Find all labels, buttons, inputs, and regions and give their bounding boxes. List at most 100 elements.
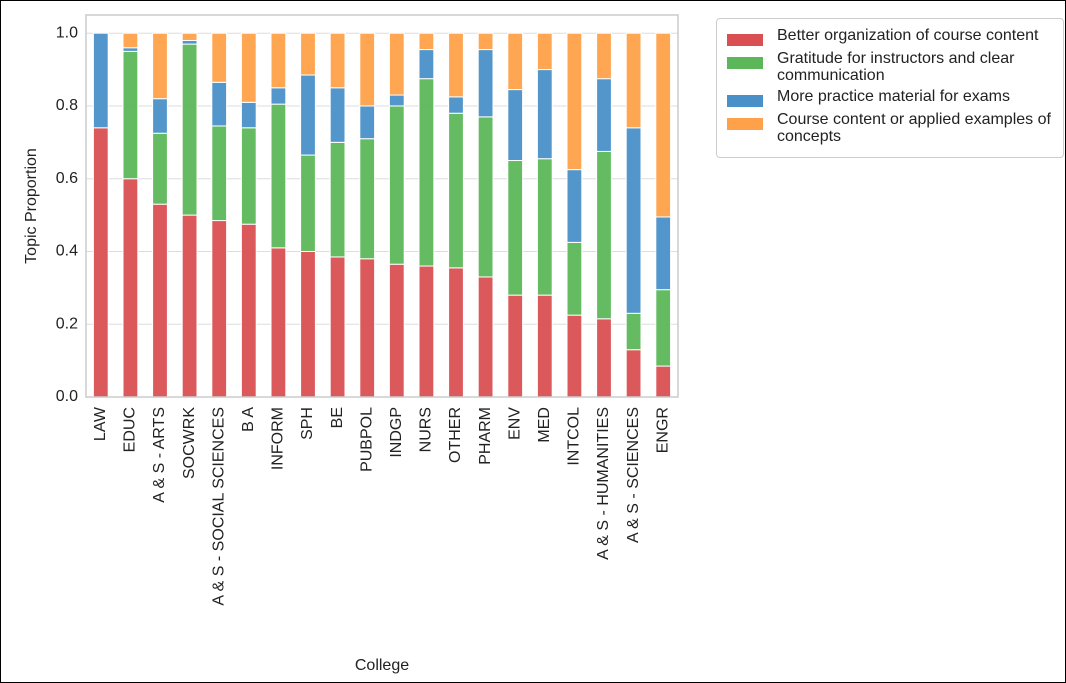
bar-segment: [507, 294, 524, 398]
x-tick-label: NURS: [418, 407, 435, 452]
x-tick-label: INDGP: [388, 407, 405, 458]
legend-item: More practice material for exams: [727, 88, 1053, 107]
bar-segment: [181, 32, 198, 41]
bar-segment: [536, 158, 553, 296]
bar-segment: [388, 105, 405, 265]
bar-segment: [122, 178, 139, 398]
legend-item: Course content or applied examples of co…: [727, 111, 1053, 145]
bar-segment: [388, 32, 405, 96]
bar-segment: [448, 267, 464, 398]
bar-segment: [152, 32, 168, 100]
bar-segment: [181, 214, 198, 398]
bar-segment: [152, 132, 168, 205]
bar-segment: [211, 32, 228, 83]
bar-segment: [418, 32, 435, 51]
x-tick-label: BE: [329, 407, 346, 428]
plot-frame: [85, 14, 679, 398]
legend-item: Better organization of course content: [727, 27, 1053, 46]
bar-segment: [625, 32, 642, 129]
x-tick-label: PUBPOL: [358, 407, 375, 472]
y-tick-label: 0.2: [56, 315, 78, 332]
x-tick-label: EDUC: [122, 407, 139, 452]
bar-segment: [300, 154, 316, 252]
bar-segment: [211, 220, 228, 398]
y-tick-label: 1.0: [56, 24, 78, 41]
bar-segment: [655, 216, 672, 291]
bar-segment: [329, 87, 346, 143]
bar-segment: [359, 258, 376, 398]
bar-segment: [211, 125, 228, 222]
bar-segment: [211, 81, 228, 127]
x-tick-label: OTHER: [447, 407, 464, 463]
x-tick-label: ENV: [506, 407, 523, 440]
bar-segment: [507, 160, 524, 296]
bar-segment: [181, 43, 198, 216]
x-tick-label: LAW: [92, 406, 109, 441]
bar-segment: [152, 98, 168, 134]
x-tick-label: A & S - SCIENCES: [625, 407, 642, 543]
bar-segment: [566, 169, 583, 243]
bar-segment: [448, 112, 464, 269]
x-tick-label: A & S - ARTS: [151, 407, 168, 503]
y-tick-label: 0.4: [56, 243, 78, 260]
bar-segment: [152, 203, 168, 398]
bar-segment: [359, 32, 376, 107]
bar-segment: [448, 32, 464, 98]
x-axis-label: College: [355, 657, 409, 674]
bar-segment: [388, 94, 405, 107]
bar-segment: [359, 105, 376, 140]
x-tick-label: SPH: [299, 407, 316, 440]
legend-swatch: [727, 95, 763, 107]
bar-segment: [655, 365, 672, 398]
bar-segment: [418, 78, 435, 267]
x-tick-label: MED: [536, 407, 553, 443]
bar-segment: [92, 32, 109, 129]
bar-segment: [270, 87, 287, 105]
bar-segment: [477, 32, 494, 51]
x-tick-label: B A: [240, 407, 257, 432]
bar-segment: [240, 101, 257, 129]
bar-segment: [122, 32, 139, 49]
bar-segment: [270, 103, 287, 249]
legend-label: More practice material for exams: [777, 88, 1010, 105]
bar-segment: [181, 39, 198, 45]
bar-segment: [596, 150, 612, 320]
bar-segment: [240, 127, 257, 225]
legend: Better organization of course content Gra…: [716, 18, 1064, 158]
bar-segment: [655, 32, 672, 218]
bar-segment: [566, 241, 583, 316]
legend-label: Better organization of course content: [777, 27, 1039, 44]
x-tick-label: INTCOL: [566, 407, 583, 466]
x-tick-label: PHARM: [477, 407, 494, 465]
bar-segment: [536, 294, 553, 398]
bar-segment: [270, 247, 287, 398]
legend-swatch: [727, 57, 763, 69]
bar-segment: [359, 138, 376, 260]
bar-segment: [92, 127, 109, 398]
x-tick-label: A & S - SOCIAL SCIENCES: [210, 407, 227, 606]
x-tick-label: SOCWRK: [181, 407, 198, 479]
bar-segment: [536, 69, 553, 160]
bar-segment: [596, 318, 612, 398]
bar-segment: [625, 127, 642, 314]
bar-segment: [329, 141, 346, 258]
x-tick-label: ENGR: [654, 407, 671, 453]
bar-segment: [329, 32, 346, 89]
bar-segment: [596, 32, 612, 80]
bar-segment: [566, 32, 583, 171]
bar-segment: [507, 32, 524, 91]
bar-segment: [507, 89, 524, 162]
legend-item: Gratitude for instructors and clear comm…: [727, 50, 1053, 84]
bar-segment: [329, 256, 346, 398]
bar-segment: [477, 49, 494, 118]
bar-segment: [477, 276, 494, 398]
bar-segment: [240, 32, 257, 103]
bar-segment: [448, 96, 464, 114]
y-tick-label: 0.8: [56, 97, 78, 114]
x-tick-label: A & S - HUMANITIES: [595, 407, 612, 560]
bar-segment: [418, 265, 435, 398]
y-tick-label: 0.6: [56, 170, 78, 187]
bar-segment: [625, 312, 642, 351]
bar-segment: [388, 263, 405, 398]
